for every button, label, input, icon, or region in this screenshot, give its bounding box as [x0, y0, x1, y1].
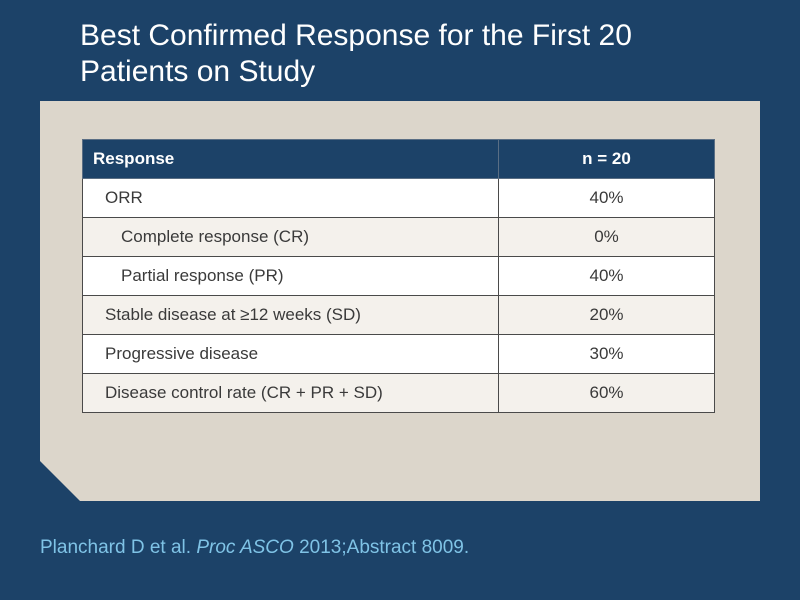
table-row: Complete response (CR) 0%	[82, 217, 715, 257]
row-label-dcr: Disease control rate (CR + PR + SD)	[82, 373, 499, 413]
row-label-pd: Progressive disease	[82, 334, 499, 374]
row-label-cr: Complete response (CR)	[82, 217, 499, 257]
slide-title-line-1: Best Confirmed Response for the First 20	[80, 19, 632, 52]
row-value-orr: 40%	[498, 178, 715, 218]
table-row: Stable disease at ≥12 weeks (SD) 20%	[82, 295, 715, 335]
row-value-cr: 0%	[498, 217, 715, 257]
table-header-row: Response n = 20	[82, 139, 715, 179]
response-table: Response n = 20 ORR 40% Complete respons…	[82, 139, 715, 413]
header-response: Response	[82, 139, 499, 179]
citation-authors: Planchard D et al.	[40, 537, 192, 558]
table-row: Partial response (PR) 40%	[82, 256, 715, 296]
row-value-sd: 20%	[498, 295, 715, 335]
citation: Planchard D et al. Proc ASCO 2013;Abstra…	[40, 537, 469, 559]
citation-journal: Proc ASCO	[196, 537, 294, 558]
row-value-dcr: 60%	[498, 373, 715, 413]
table-row: Disease control rate (CR + PR + SD) 60%	[82, 373, 715, 413]
row-label-pr: Partial response (PR)	[82, 256, 499, 296]
row-label-orr: ORR	[82, 178, 499, 218]
table-row: ORR 40%	[82, 178, 715, 218]
slide-title-line-2: Patients on Study	[80, 55, 316, 88]
table-row: Progressive disease 30%	[82, 334, 715, 374]
row-label-sd: Stable disease at ≥12 weeks (SD)	[82, 295, 499, 335]
row-value-pd: 30%	[498, 334, 715, 374]
citation-details: 2013;Abstract 8009.	[299, 537, 470, 558]
row-value-pr: 40%	[498, 256, 715, 296]
slide-title: Best Confirmed Response for the First 20…	[80, 18, 760, 90]
header-n: n = 20	[498, 139, 715, 179]
